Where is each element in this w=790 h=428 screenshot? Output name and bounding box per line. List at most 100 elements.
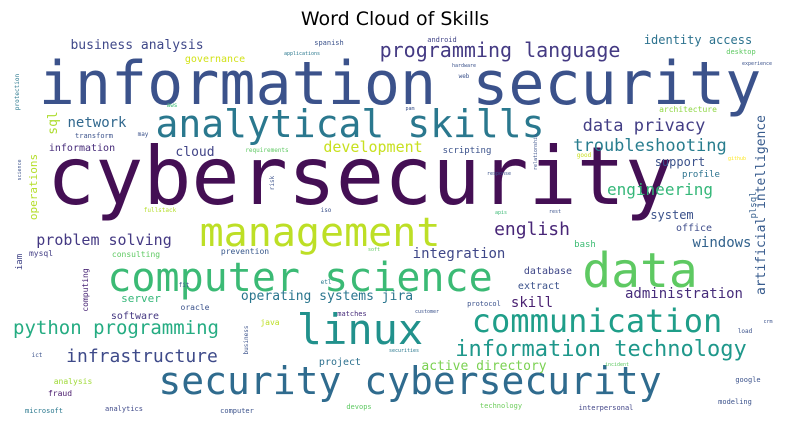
chart-title: Word Cloud of Skills [300, 8, 490, 30]
word-java: java [260, 318, 279, 327]
word-may: may [138, 131, 149, 138]
word-communication: communication [472, 302, 722, 340]
word-apis: apis [495, 210, 507, 216]
word-scripting: scripting [443, 146, 492, 156]
word-fullstack: fullstack [144, 207, 177, 214]
word-office: office [676, 223, 712, 234]
word-load: load [738, 328, 753, 335]
word-data-privacy: data privacy [583, 116, 706, 136]
word-good: good [577, 152, 592, 159]
word-active-directory: active directory [421, 359, 546, 374]
word-analytical-skills: analytical skills [156, 102, 545, 146]
word-management: management [200, 210, 441, 256]
word-relationship: relationship [533, 134, 539, 170]
word-administration: administration [625, 286, 743, 302]
word-analysis: analysis [54, 377, 93, 386]
word-incident: incident [605, 362, 629, 368]
word-network: network [67, 115, 127, 131]
word-securities: securities [389, 348, 419, 354]
word-information: information [49, 143, 115, 154]
word-matches: matches [337, 310, 367, 318]
word-applications: applications [284, 51, 320, 57]
word-support: support [655, 155, 706, 169]
word-soft: soft [368, 247, 380, 253]
word-sql: sql [46, 111, 61, 134]
word-security-cybersecurity: security cybersecurity [158, 359, 661, 403]
word-server: server [121, 292, 161, 305]
word-fit: fit [179, 282, 190, 289]
word-windows: windows [692, 235, 751, 251]
word-desktop: desktop [726, 48, 756, 56]
word-hardware: hardware [452, 63, 476, 69]
word-experience: experience [742, 61, 772, 67]
word-mysql: mysql [29, 249, 53, 258]
word-google: google [735, 376, 760, 384]
word-github: github [728, 156, 746, 162]
word-database: database [524, 266, 572, 277]
word-software: software [111, 311, 159, 322]
word-profile: profile [682, 170, 720, 180]
word-prevention: prevention [221, 247, 269, 256]
word-transform: transform [75, 132, 113, 140]
word-spanish: spanish [314, 39, 344, 47]
word-operating-systems-jira: operating systems jira [241, 289, 413, 304]
word-science: science [17, 159, 23, 180]
word-ict: ict [32, 352, 43, 359]
word-modeling: modeling [718, 398, 752, 406]
word-governance: governance [185, 54, 245, 65]
word-iam: iam [15, 254, 25, 270]
word-etl: etl [321, 279, 332, 286]
word-programming-language: programming language [380, 38, 621, 62]
word-devops: devops [346, 403, 371, 411]
word-technology: technology [480, 402, 522, 410]
word-web: web [459, 73, 470, 80]
word-development: development [323, 138, 422, 156]
word-risk: risk [269, 175, 276, 190]
word-bash: bash [574, 240, 596, 250]
word-computing: computing [81, 268, 90, 312]
word-problem-solving: problem solving [36, 231, 171, 249]
word-protection: protection [14, 74, 21, 111]
word-information-security: information security [39, 49, 761, 119]
word-computer-science: computer science [107, 255, 492, 301]
word-data: data [582, 243, 698, 299]
word-computer: computer [220, 407, 254, 415]
word-cloud: cloud [175, 145, 214, 160]
word-response: response [487, 171, 511, 177]
word-plsql: plsql [749, 191, 759, 218]
word-requirements: requirements [245, 147, 289, 154]
word-extract: extract [518, 281, 560, 292]
word-protocol: protocol [467, 300, 501, 308]
word-linux: linux [297, 305, 423, 354]
word-system: system [650, 208, 693, 222]
word-operations: operations [27, 154, 40, 220]
word-business-analysis: business analysis [70, 38, 203, 53]
word-crm: crm [763, 319, 772, 325]
word-project: project [319, 357, 361, 368]
word-pam: pam [405, 106, 414, 112]
word-troubleshooting: troubleshooting [573, 136, 727, 156]
word-fraud: fraud [48, 389, 72, 398]
word-infrastructure: infrastructure [66, 346, 218, 367]
word-engineering: engineering [607, 180, 713, 199]
word-information-technology: information technology [455, 337, 746, 362]
word-aws: aws [167, 102, 178, 109]
word-iso: iso [321, 207, 332, 214]
word-rest: rest [549, 209, 561, 215]
word-python-programming: python programming [13, 317, 219, 339]
word-oracle: oracle [181, 303, 210, 312]
word-analytics: analytics [105, 405, 143, 413]
word-android: android [427, 36, 457, 44]
word-architecture: architecture [659, 105, 717, 114]
word-artificial-intelligence: artificial intelligence [754, 115, 769, 295]
word-customer: customer [415, 309, 439, 315]
word-business: business [243, 325, 250, 354]
word-skill: skill [511, 295, 553, 311]
word-english: english [494, 219, 570, 240]
word-consulting: consulting [112, 250, 160, 259]
word-interpersonal: interpersonal [579, 404, 634, 412]
word-microsoft: microsoft [25, 407, 63, 415]
word-identity-access: identity access [644, 33, 752, 47]
